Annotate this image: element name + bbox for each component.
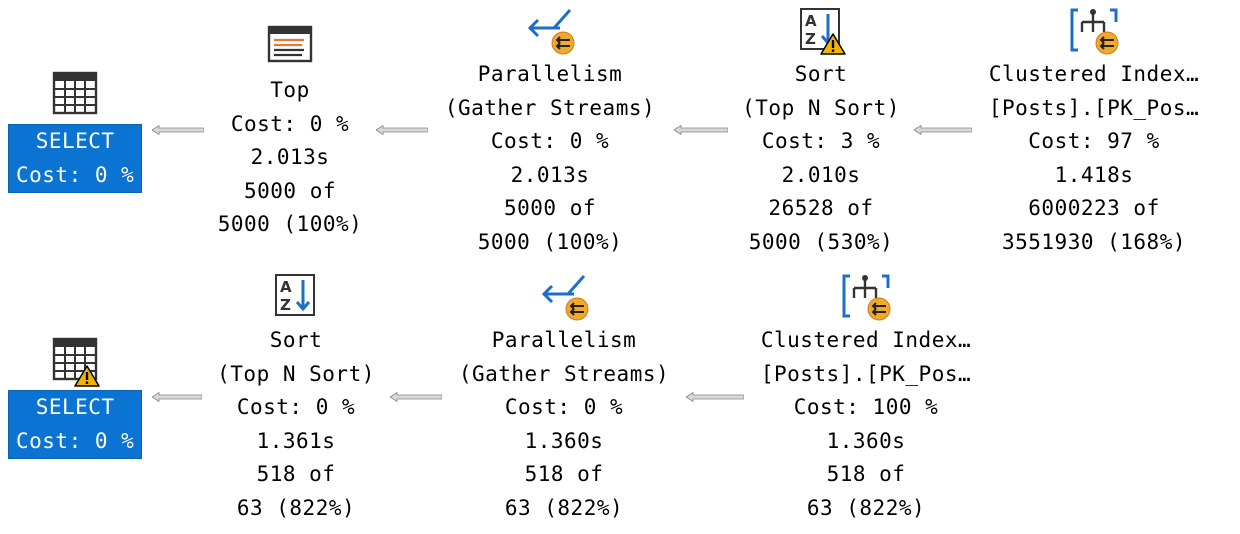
operator-subtype: (Top N Sort) xyxy=(742,95,900,120)
flow-arrow xyxy=(914,125,972,135)
operator-name: Clustered Index… xyxy=(760,328,972,352)
operator-estimated-rows: 3551930 (168%) xyxy=(1001,229,1186,254)
operator-elapsed: 1.360s xyxy=(524,428,604,453)
operator-cost: Cost: 0 % xyxy=(230,111,350,136)
clustered-index-scan-icon xyxy=(842,274,891,321)
operator-name: Top xyxy=(270,78,310,102)
flow-arrow xyxy=(152,125,204,135)
operator-estimated-rows: 5000 (100%) xyxy=(217,212,363,237)
operator-object: [Posts].[PK_Pos… xyxy=(988,95,1200,120)
parallelism-operator-node[interactable]: Parallelism (Gather Streams) Cost: 0 % 1… xyxy=(444,270,684,526)
operator-subtype: (Top N Sort) xyxy=(217,361,375,386)
operator-elapsed: 2.013s xyxy=(510,162,590,187)
sort-icon: A Z xyxy=(800,8,846,55)
operator-cost: Cost: 97 % xyxy=(1028,129,1160,154)
operator-name: Clustered Index… xyxy=(988,62,1200,86)
clustered-index-scan-node[interactable]: Clustered Index… [Posts].[PK_Pos… Cost: … xyxy=(974,4,1214,260)
svg-text:A: A xyxy=(805,12,817,30)
operator-cost: Cost: 100 % xyxy=(793,395,939,420)
operator-cost: Cost: 0 % xyxy=(16,428,135,453)
selected-operator-label[interactable]: SELECT Cost: 0 % xyxy=(8,124,143,194)
operator-actual-rows: 518 of xyxy=(256,462,336,487)
parallelism-icon xyxy=(541,275,589,321)
operator-elapsed: 2.010s xyxy=(781,162,861,187)
flow-arrow xyxy=(686,392,744,402)
sort-operator-node[interactable]: A Z Sort (Top N Sort) Cost: 0 % 1.361s 5… xyxy=(204,270,388,526)
sort-icon: A Z xyxy=(275,274,315,316)
operator-subtype: (Gather Streams) xyxy=(444,95,656,120)
clustered-index-scan-node[interactable]: Clustered Index… [Posts].[PK_Pos… Cost: … xyxy=(746,270,986,526)
operator-estimated-rows: 63 (822%) xyxy=(504,495,624,520)
flow-arrow xyxy=(376,125,428,135)
operator-elapsed: 2.013s xyxy=(250,145,330,170)
operator-estimated-rows: 5000 (100%) xyxy=(477,229,623,254)
operator-cost: Cost: 3 % xyxy=(761,129,881,154)
clustered-index-scan-icon xyxy=(1070,8,1119,55)
table-icon xyxy=(52,337,100,387)
flow-arrow xyxy=(674,125,728,135)
operator-cost: Cost: 0 % xyxy=(490,129,610,154)
parallelism-icon xyxy=(527,9,575,55)
select-operator-node[interactable]: SELECT Cost: 0 % xyxy=(8,70,143,194)
svg-text:Z: Z xyxy=(805,30,816,48)
flow-arrow xyxy=(390,392,442,402)
operator-name: Parallelism xyxy=(491,328,637,352)
operator-elapsed: 1.418s xyxy=(1054,162,1134,187)
operator-cost: Cost: 0 % xyxy=(16,162,135,187)
sort-operator-node[interactable]: A Z Sort (Top N Sort) Cost: 3 % 2.010s 2… xyxy=(730,4,912,260)
flow-arrow xyxy=(152,392,202,402)
operator-label[interactable]: SELECT Cost: 0 % xyxy=(8,390,143,460)
operator-cost: Cost: 0 % xyxy=(504,395,624,420)
operator-elapsed: 1.361s xyxy=(256,428,336,453)
operator-estimated-rows: 63 (822%) xyxy=(806,495,926,520)
operator-name: SELECT xyxy=(35,395,115,419)
operator-name: SELECT xyxy=(35,129,115,153)
svg-text:Z: Z xyxy=(280,296,291,314)
operator-actual-rows: 5000 of xyxy=(503,196,596,221)
operator-estimated-rows: 63 (822%) xyxy=(236,495,356,520)
operator-elapsed: 1.360s xyxy=(826,428,906,453)
operator-estimated-rows: 5000 (530%) xyxy=(748,229,894,254)
select-operator-node[interactable]: SELECT Cost: 0 % xyxy=(8,336,143,460)
operator-name: Sort xyxy=(269,328,323,352)
operator-actual-rows: 26528 of xyxy=(768,196,874,221)
top-operator-node[interactable]: Top Cost: 0 % 2.013s 5000 of 5000 (100%) xyxy=(205,20,375,242)
table-icon xyxy=(52,71,98,115)
operator-actual-rows: 518 of xyxy=(524,462,604,487)
operator-name: Parallelism xyxy=(477,62,623,86)
operator-name: Sort xyxy=(794,62,848,86)
operator-actual-rows: 5000 of xyxy=(243,178,336,203)
operator-subtype: (Gather Streams) xyxy=(458,361,670,386)
svg-text:A: A xyxy=(280,278,292,296)
operator-object: [Posts].[PK_Pos… xyxy=(760,361,972,386)
parallelism-operator-node[interactable]: Parallelism (Gather Streams) Cost: 0 % 2… xyxy=(430,4,670,260)
operator-cost: Cost: 0 % xyxy=(236,395,356,420)
operator-actual-rows: 518 of xyxy=(826,462,906,487)
operator-actual-rows: 6000223 of xyxy=(1028,196,1160,221)
top-icon xyxy=(267,25,313,63)
